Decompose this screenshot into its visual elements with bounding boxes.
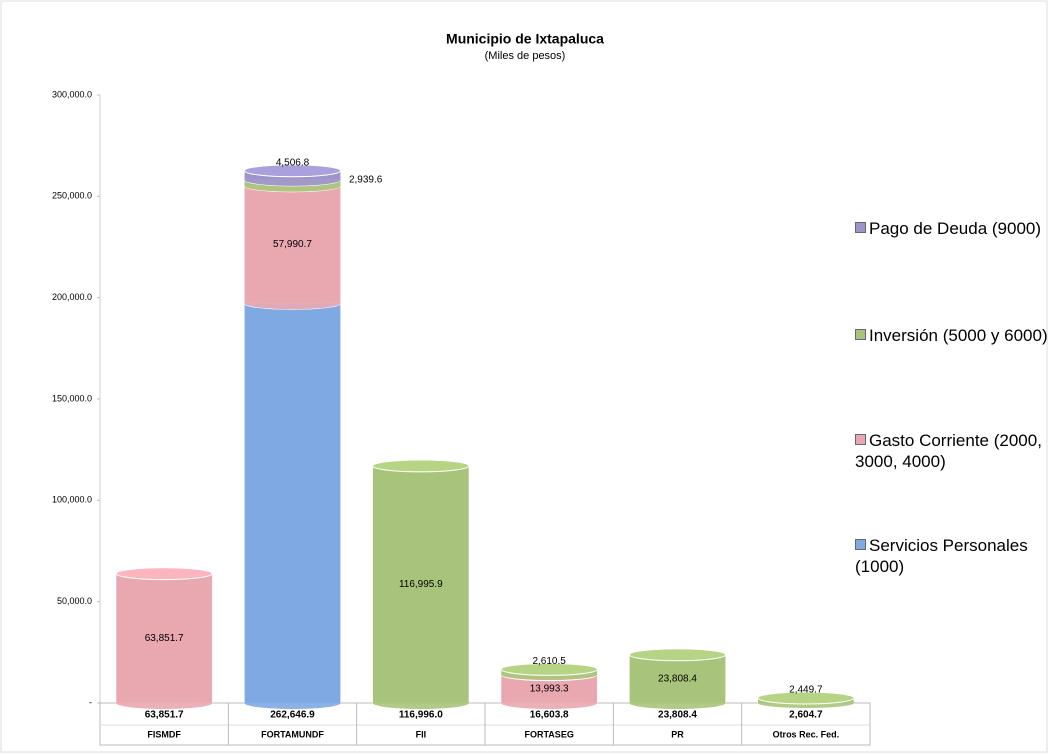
cylinder-bottom xyxy=(629,697,726,709)
legend-item: Inversión (5000 y 6000) xyxy=(855,325,1050,346)
y-tick-label: 100,000.0 xyxy=(52,495,92,505)
chart-subtitle: (Miles de pesos) xyxy=(485,50,566,62)
legend-swatch xyxy=(855,539,866,550)
legend-label: Gasto Corriente (2000, 3000, 4000) xyxy=(855,431,1042,471)
table-total: 262,646.9 xyxy=(270,710,315,721)
cylinder-top xyxy=(628,648,727,662)
cylinder-bottom xyxy=(244,173,341,186)
legend-swatch xyxy=(855,222,866,233)
legend-label: Pago de Deuda (9000) xyxy=(869,219,1042,238)
value-label: 23,808.4 xyxy=(658,674,697,685)
value-label: 2,449.7 xyxy=(789,685,823,696)
legend-label: Servicios Personales (1000) xyxy=(855,536,1028,576)
value-label: 63,851.7 xyxy=(145,633,184,644)
x-tick-label: FISMDF xyxy=(147,729,181,739)
x-tick-label: FII xyxy=(416,729,427,739)
legend-swatch xyxy=(855,329,866,340)
cylinder-segment xyxy=(372,465,470,704)
table-total: 116,996.0 xyxy=(399,710,443,721)
value-label: 13,993.3 xyxy=(530,683,569,694)
cylinder-bottom xyxy=(244,297,341,310)
y-tick-label: 300,000.0 xyxy=(52,89,92,99)
y-tick-label: 200,000.0 xyxy=(52,292,92,302)
cylinder-bottom xyxy=(372,697,469,709)
cylinder-bottom xyxy=(116,697,213,709)
value-label: 57,990.7 xyxy=(273,239,312,250)
cylinder-segment xyxy=(115,573,213,704)
cylinder-top xyxy=(757,691,855,705)
chart-title: Municipio de Ixtapaluca xyxy=(446,31,604,47)
cylinder-bottom xyxy=(244,697,341,709)
table-total: 16,603.8 xyxy=(530,710,569,721)
y-tick-label: 150,000.0 xyxy=(52,393,92,403)
table-total: 2,604.7 xyxy=(789,710,823,721)
legend-swatch xyxy=(855,434,866,445)
legend-label: Inversión (5000 y 6000) xyxy=(869,326,1048,345)
y-tick-label: 50,000.0 xyxy=(57,596,92,606)
x-tick-label: Otros Rec. Fed. xyxy=(773,729,840,739)
x-tick-label: PR xyxy=(671,729,684,739)
table-total: 23,808.4 xyxy=(658,710,697,721)
y-tick-label: - xyxy=(89,697,92,707)
value-label: 2,939.6 xyxy=(349,174,383,185)
table-total: 63,851.7 xyxy=(145,710,184,721)
cylinder-segment xyxy=(244,185,341,304)
cylinder-top xyxy=(243,164,342,178)
legend-item: Gasto Corriente (2000, 3000, 4000) xyxy=(855,430,1050,472)
cylinder-top xyxy=(372,459,470,473)
x-tick-label: FORTASEG xyxy=(524,729,573,739)
value-label: 116,995.9 xyxy=(399,579,443,590)
cylinder-top xyxy=(115,567,213,581)
value-label: 4,506.8 xyxy=(276,157,310,168)
y-tick-label: 250,000.0 xyxy=(52,191,92,201)
cylinder-top xyxy=(500,662,598,676)
legend-item: Servicios Personales (1000) xyxy=(855,535,1050,577)
x-tick-label: FORTAMUNDF xyxy=(261,729,324,739)
value-label: 2,610.5 xyxy=(532,656,566,667)
cylinder-bottom xyxy=(501,697,598,709)
cylinder-segment xyxy=(244,303,341,704)
legend-item: Pago de Deuda (9000) xyxy=(855,218,1050,239)
cylinder-segment xyxy=(629,654,726,704)
